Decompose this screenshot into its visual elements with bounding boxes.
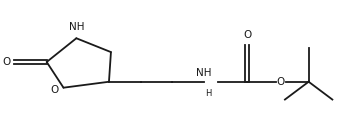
Text: O: O bbox=[277, 77, 285, 87]
Text: H: H bbox=[205, 89, 211, 98]
Text: O: O bbox=[50, 85, 58, 95]
Text: O: O bbox=[243, 30, 251, 40]
Text: NH: NH bbox=[196, 68, 212, 78]
Text: O: O bbox=[3, 57, 11, 67]
Text: NH: NH bbox=[68, 22, 84, 32]
